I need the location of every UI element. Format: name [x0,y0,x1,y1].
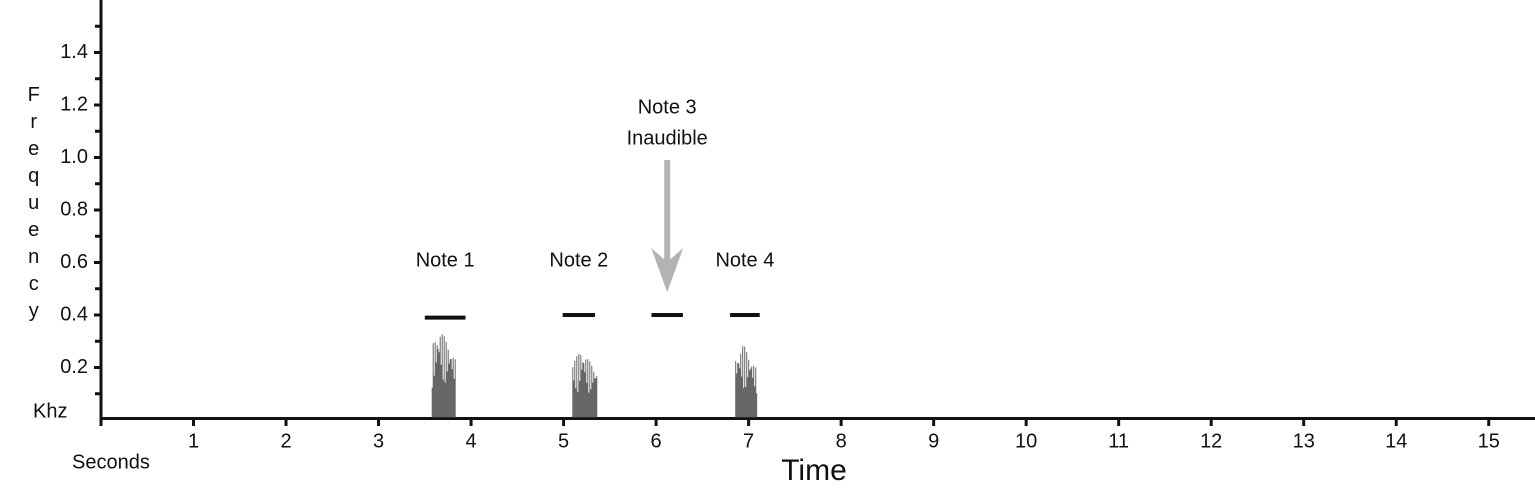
arrow-head [651,248,684,292]
x-tick-label: 13 [1293,430,1315,452]
x-tick-label: 4 [466,430,477,452]
x-tick-label: 7 [743,430,754,452]
spectrogram-burst [572,354,598,418]
y-tick-label: 0.2 [60,356,88,378]
x-tick-label: 6 [651,430,662,452]
x-tick-label: 8 [836,430,847,452]
x-axis-title: Time [781,454,847,487]
x-tick-label: 14 [1385,430,1407,452]
x-tick-label: 9 [928,430,939,452]
note-annotation: Inaudible [627,127,708,149]
y-unit-label: Khz [33,400,67,422]
x-tick-label: 3 [373,430,384,452]
note-label: Note 4 [715,249,774,271]
note-label: Note 1 [416,249,475,271]
y-tick-label: 1.2 [60,93,88,115]
y-tick-label: 0.4 [60,303,88,325]
note-label: Note 2 [549,249,608,271]
spectrogram-burst [431,334,456,418]
y-tick-label: 1.4 [60,41,88,63]
x-tick-label: 12 [1200,430,1222,452]
y-tick-label: 0.8 [60,198,88,220]
x-unit-label: Seconds [72,451,150,473]
x-tick-label: 2 [280,430,291,452]
y-tick-label: 1.0 [60,146,88,168]
x-tick-label: 5 [558,430,569,452]
x-tick-label: 15 [1478,430,1500,452]
x-tick-label: 1 [188,430,199,452]
x-tick-label: 11 [1108,430,1129,452]
note-label: Note 3 [638,96,697,118]
x-tick-label: 10 [1015,430,1037,452]
y-tick-label: 0.6 [60,251,88,273]
y-axis-title: Frequency [23,84,45,327]
spectrogram-burst [735,346,758,418]
